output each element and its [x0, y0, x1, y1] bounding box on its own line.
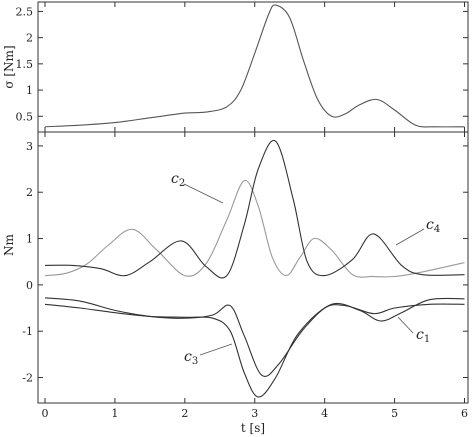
- bot-series-line-3: [44, 303, 465, 398]
- c1-leader-line: [397, 316, 414, 334]
- bottom-y-axis: -2 -1 0 1 2 3: [22, 140, 468, 385]
- xtick-label: 6: [461, 407, 468, 420]
- bot-ytick-label: 1: [26, 233, 33, 246]
- annotation-c3-sub: 3: [192, 356, 198, 367]
- annotation-c1-sub: 1: [424, 334, 430, 345]
- annotation-c2-sub: 2: [179, 178, 185, 189]
- c2-leader-line: [183, 183, 224, 204]
- top-series-line-0: [44, 4, 465, 128]
- annotation-c1-base: c: [416, 327, 424, 343]
- top-y-axis-label: σ [Nm]: [2, 45, 16, 88]
- xtick-label: 3: [251, 407, 258, 420]
- bot-ytick-label: 3: [26, 140, 33, 153]
- top-ytick-label: 1: [26, 84, 33, 97]
- annotation-c4-sub: 4: [434, 224, 440, 235]
- annotation-c2: c2: [171, 171, 185, 189]
- top-panel: 0.5 1 1.5 2 2.5 σ [Nm]: [2, 1, 469, 133]
- xtick-label: 0: [41, 407, 48, 420]
- bot-ytick-label: -2: [22, 372, 33, 385]
- x-axis: 0 1 2 3 4 5 6: [41, 132, 468, 420]
- bot-ytick-label: -1: [22, 325, 33, 338]
- bot-ytick-label: 2: [26, 186, 33, 199]
- c4-leader-line: [395, 228, 425, 246]
- xtick-label: 2: [181, 407, 188, 420]
- annotation-c4-base: c: [426, 217, 434, 233]
- bot-series-line-0: [44, 179, 465, 278]
- bottom-panel-frame: [37, 131, 469, 404]
- annotation-c4: c4: [426, 217, 440, 235]
- annotation-c3-base: c: [184, 349, 192, 365]
- x-axis-label: t [s]: [241, 421, 265, 435]
- annotation-c2-base: c: [171, 171, 179, 187]
- bottom-y-axis-label: Nm: [2, 233, 16, 256]
- top-ytick-label: 1.5: [16, 58, 34, 71]
- top-ytick-label: 0.5: [16, 110, 34, 123]
- xtick-label: 5: [391, 407, 398, 420]
- top-series-group: [44, 4, 465, 128]
- c3-leader-line: [199, 343, 233, 356]
- top-y-axis: 0.5 1 1.5 2 2.5: [16, 2, 468, 132]
- xtick-label: 4: [321, 407, 328, 420]
- top-ytick-label: 2: [26, 32, 33, 45]
- xtick-label: 1: [111, 407, 118, 420]
- top-ytick-label: 2.5: [16, 5, 34, 18]
- bot-series-line-1: [44, 139, 465, 279]
- bot-ytick-label: 0: [26, 279, 33, 292]
- top-panel-frame: [37, 1, 469, 133]
- annotation-c3: c3: [184, 349, 198, 367]
- annotation-c1: c1: [416, 327, 430, 345]
- bottom-series-group: [44, 139, 465, 398]
- bot-series-line-2: [44, 297, 465, 377]
